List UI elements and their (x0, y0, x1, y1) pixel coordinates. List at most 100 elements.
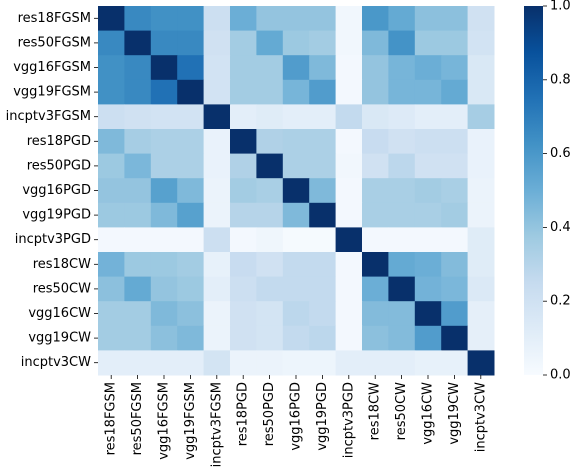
heatmap-cell-vgg16FGSM-incptv3FGSM (203, 55, 231, 81)
y-tick-label: incptv3PGD (15, 232, 91, 247)
heatmap-cell-res18CW-res18FGSM (98, 252, 125, 278)
heatmap-cell-incptv3PGD-res50FGSM (124, 227, 152, 253)
heatmap-cell-vgg16FGSM-res18FGSM (98, 55, 125, 81)
heatmap-cell-res50FGSM-res50FGSM (124, 30, 152, 56)
heatmap-cell-vgg19FGSM-vgg16PGD (282, 79, 310, 105)
heatmap-cell-res50FGSM-incptv3FGSM (203, 30, 231, 56)
y-axis-ticks: res18FGSM res50FGSM vgg16FGSM vgg19FGSM incp… (6, 11, 98, 370)
heatmap-cell-vgg16CW-vgg19CW (441, 301, 469, 327)
heatmap-cell-vgg16CW-vgg19FGSM (177, 301, 205, 327)
heatmap-cell-res50CW-vgg16PGD (282, 276, 310, 302)
heatmap-cell-vgg19PGD-vgg19CW (441, 202, 469, 228)
x-tick-label: incptv3CW (473, 382, 488, 452)
heatmap-cell-incptv3PGD-incptv3FGSM (203, 227, 231, 253)
heatmap-cell-incptv3PGD-vgg16PGD (282, 227, 310, 253)
heatmap-cell-res18CW-incptv3FGSM (203, 252, 231, 278)
heatmap-cell-res50CW-incptv3CW (467, 276, 495, 302)
heatmap-cell-res50FGSM-vgg19FGSM (177, 30, 205, 56)
heatmap-cell-vgg16PGD-vgg16CW (414, 178, 442, 204)
heatmap-cell-vgg16FGSM-vgg19CW (441, 55, 469, 81)
heatmap-cell-res18FGSM-vgg19PGD (309, 6, 337, 32)
heatmap-cell-res18PGD-res18PGD (230, 129, 257, 155)
heatmap-cell-res50PGD-vgg16PGD (282, 153, 310, 179)
heatmap-cell-incptv3CW-vgg19FGSM (177, 350, 205, 376)
heatmap-cell-res18CW-vgg19PGD (309, 252, 337, 278)
colorbar-ticks: 0.0 0.2 0.4 0.6 0.8 1.0 (543, 0, 571, 383)
y-tick-label: vgg19CW (28, 331, 91, 346)
heatmap-cell-incptv3PGD-res18FGSM (98, 227, 125, 253)
x-tick-label: res50CW (394, 382, 409, 440)
heatmap-cell-res50PGD-res18PGD (230, 153, 257, 179)
heatmap-cell-vgg16FGSM-vgg16FGSM (150, 55, 178, 81)
x-tick-label: vgg19CW (447, 382, 462, 445)
heatmap-cell-vgg19CW-res50PGD (256, 325, 284, 351)
heatmap-cell-vgg16PGD-vgg16FGSM (150, 178, 178, 204)
heatmap-cell-vgg16CW-vgg16FGSM (150, 301, 178, 327)
heatmap-cell-res18PGD-res50PGD (256, 129, 284, 155)
heatmap-cell-res18FGSM-vgg16CW (414, 6, 442, 32)
heatmap-cell-vgg16CW-vgg16PGD (282, 301, 310, 327)
heatmap-cell-res50FGSM-incptv3PGD (335, 30, 363, 56)
heatmap-cell-res50PGD-vgg19FGSM (177, 153, 205, 179)
heatmap-cell-incptv3CW-incptv3PGD (335, 350, 363, 376)
heatmap-cell-incptv3PGD-res18PGD (230, 227, 257, 253)
heatmap-cell-res50PGD-incptv3CW (467, 153, 495, 179)
heatmap-cell-res18PGD-res50CW (388, 129, 416, 155)
y-tick-label: vgg19PGD (22, 208, 91, 223)
heatmap-cell-vgg16PGD-res18FGSM (98, 178, 125, 204)
heatmap-cell-vgg16CW-incptv3PGD (335, 301, 363, 327)
heatmap-cell-vgg16CW-res50FGSM (124, 301, 152, 327)
heatmap-cell-vgg19CW-vgg16FGSM (150, 325, 178, 351)
heatmap-cell-incptv3FGSM-vgg16CW (414, 104, 442, 130)
heatmap-cell-res50CW-res50FGSM (124, 276, 152, 302)
heatmap-cell-incptv3CW-vgg16PGD (282, 350, 310, 376)
heatmap-cell-vgg19FGSM-vgg19PGD (309, 79, 337, 105)
heatmap-cell-incptv3CW-res18FGSM (98, 350, 125, 376)
heatmap-cell-incptv3CW-res50FGSM (124, 350, 152, 376)
heatmap-cell-vgg16FGSM-vgg16PGD (282, 55, 310, 81)
heatmap-cells (98, 6, 495, 376)
heatmap-cell-vgg19CW-res18CW (362, 325, 389, 351)
heatmap-cell-incptv3FGSM-incptv3CW (467, 104, 495, 130)
heatmap-cell-vgg19CW-incptv3FGSM (203, 325, 231, 351)
colorbar-tick-label: 0.6 (550, 146, 571, 161)
heatmap-cell-res18CW-res50FGSM (124, 252, 152, 278)
heatmap-cell-vgg19PGD-incptv3FGSM (203, 202, 231, 228)
x-tick-label: res50FGSM (130, 382, 145, 455)
heatmap-cell-vgg19PGD-vgg16FGSM (150, 202, 178, 228)
heatmap-cell-incptv3CW-res50CW (388, 350, 416, 376)
colorbar-tick-label: 0.2 (550, 294, 571, 309)
heatmap-cell-vgg19CW-incptv3CW (467, 325, 495, 351)
y-tick-label: vgg19FGSM (13, 85, 91, 100)
heatmap-cell-vgg19PGD-incptv3CW (467, 202, 495, 228)
heatmap-cell-vgg19CW-incptv3PGD (335, 325, 363, 351)
heatmap-cell-res50CW-res50CW (388, 276, 416, 302)
heatmap-cell-vgg16CW-res18CW (362, 301, 389, 327)
heatmap-cell-vgg19CW-vgg16CW (414, 325, 442, 351)
heatmap-cell-vgg19PGD-vgg19PGD (309, 202, 337, 228)
heatmap-cell-vgg19FGSM-vgg16FGSM (150, 79, 178, 105)
heatmap-cell-incptv3PGD-vgg16FGSM (150, 227, 178, 253)
colorbar-gradient (524, 6, 543, 375)
heatmap-cell-res50PGD-res50PGD (256, 153, 284, 179)
heatmap-cell-incptv3FGSM-vgg16FGSM (150, 104, 178, 130)
heatmap-cell-res18FGSM-vgg19CW (441, 6, 469, 32)
heatmap-cell-incptv3FGSM-vgg16PGD (282, 104, 310, 130)
heatmap-cell-res50FGSM-res50CW (388, 30, 416, 56)
heatmap-cell-res50FGSM-vgg19PGD (309, 30, 337, 56)
colorbar (524, 6, 543, 375)
heatmap-cell-vgg16PGD-vgg19FGSM (177, 178, 205, 204)
heatmap-cell-res18FGSM-res50FGSM (124, 6, 152, 32)
heatmap-cell-res50CW-vgg16FGSM (150, 276, 178, 302)
heatmap-cell-vgg16FGSM-vgg19FGSM (177, 55, 205, 81)
heatmap-cell-res50CW-vgg19PGD (309, 276, 337, 302)
heatmap-cell-vgg19FGSM-vgg19FGSM (177, 79, 205, 105)
heatmap-cell-vgg16FGSM-res50PGD (256, 55, 284, 81)
colorbar-tick-label: 0.4 (550, 220, 571, 235)
y-tick-label: res18FGSM (18, 11, 91, 26)
heatmap-cell-res18FGSM-res18CW (362, 6, 389, 32)
heatmap-cell-incptv3CW-res50PGD (256, 350, 284, 376)
heatmap-cell-res50FGSM-vgg16CW (414, 30, 442, 56)
heatmap-cell-vgg19FGSM-vgg19CW (441, 79, 469, 105)
heatmap-cell-res18FGSM-incptv3CW (467, 6, 495, 32)
